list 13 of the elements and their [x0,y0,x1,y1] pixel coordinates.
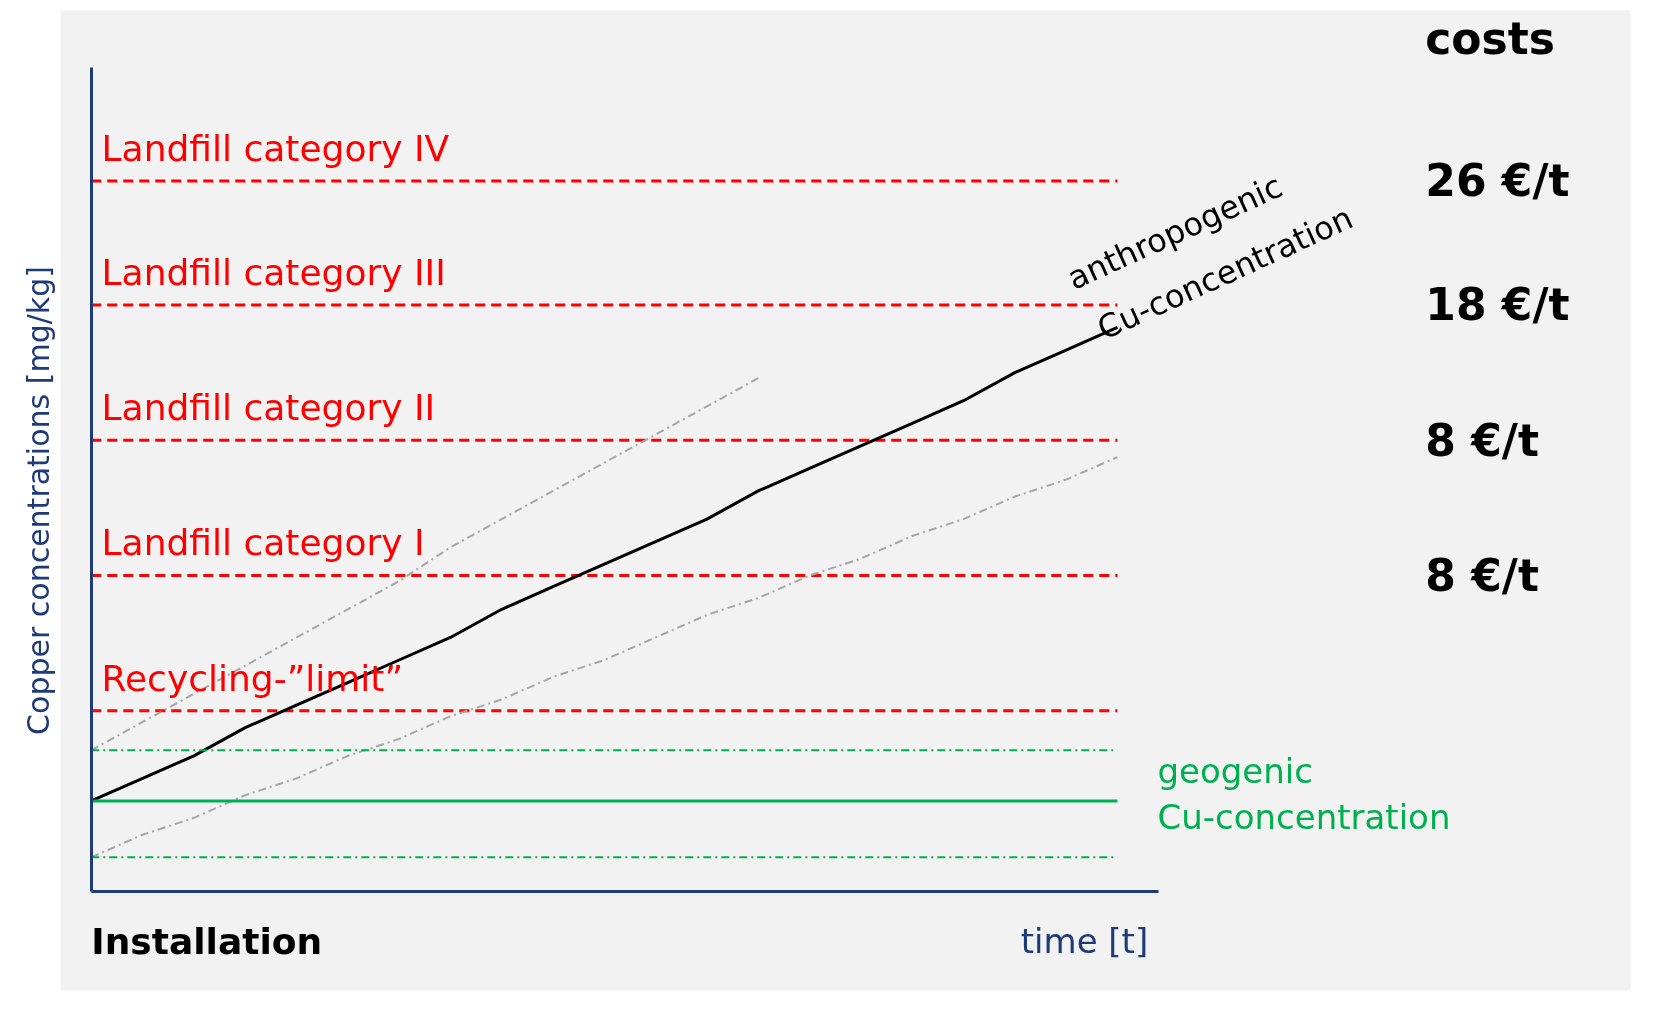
x-axis-title: time [t] [1020,921,1149,962]
text: 18 €/t [1425,279,1570,331]
text: 8 €/t [1425,549,1539,601]
text: costs [1425,13,1556,65]
ref-line-label: Landfill category I [101,522,425,564]
text: 26 €/t [1425,155,1570,207]
ref-line-label: Landfill category IV [101,127,450,169]
text: Installation [91,921,323,963]
y-axis-title: Copper concentrations [mg/kg] [20,266,56,735]
series-label: geogenic Cu-concentration [1157,750,1451,837]
ref-line-label: Landfill category III [101,251,446,293]
text: 8 €/t [1425,414,1539,466]
ref-line-label: Landfill category II [101,387,436,429]
